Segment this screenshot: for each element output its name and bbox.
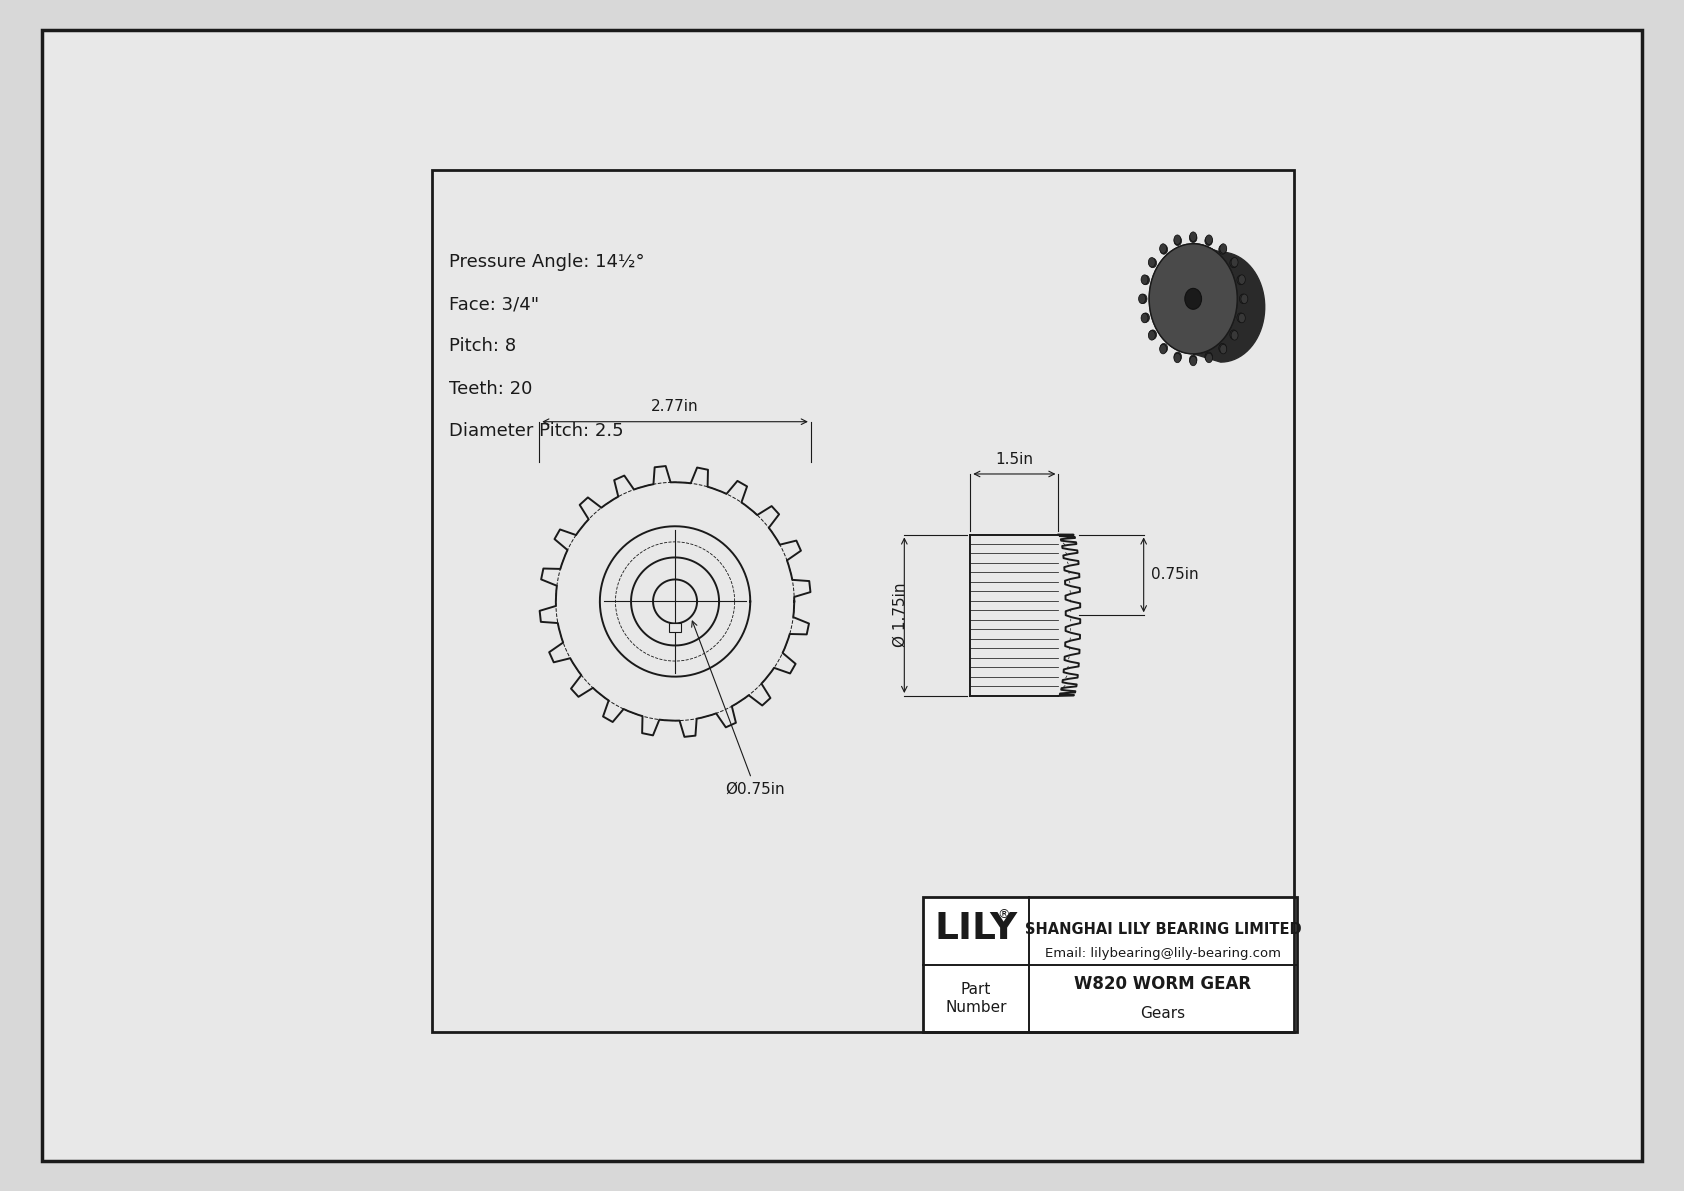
Ellipse shape — [1148, 244, 1238, 354]
Ellipse shape — [1204, 353, 1212, 362]
Ellipse shape — [1239, 294, 1246, 304]
Ellipse shape — [1174, 353, 1182, 362]
Ellipse shape — [1189, 233, 1197, 243]
Text: 0.75in: 0.75in — [1150, 567, 1199, 582]
Ellipse shape — [1189, 232, 1197, 242]
Ellipse shape — [1189, 355, 1197, 364]
Text: Email: lilybearing@lily-bearing.com: Email: lilybearing@lily-bearing.com — [1046, 947, 1282, 960]
Ellipse shape — [1174, 236, 1182, 245]
Text: Ø 1.75in: Ø 1.75in — [893, 582, 908, 648]
Text: Pressure Angle: 14½°: Pressure Angle: 14½° — [448, 252, 645, 272]
Ellipse shape — [1206, 354, 1212, 363]
Ellipse shape — [1219, 344, 1226, 354]
Text: Face: 3/4": Face: 3/4" — [448, 295, 539, 313]
Ellipse shape — [1238, 313, 1246, 323]
Ellipse shape — [1174, 235, 1180, 244]
Ellipse shape — [1219, 343, 1226, 353]
Text: Teeth: 20: Teeth: 20 — [448, 380, 532, 398]
Text: Ø0.75in: Ø0.75in — [692, 621, 785, 797]
Text: ®: ® — [997, 909, 1010, 921]
Ellipse shape — [1160, 344, 1167, 354]
Ellipse shape — [1142, 275, 1148, 285]
Ellipse shape — [1231, 257, 1238, 267]
Ellipse shape — [1238, 275, 1246, 285]
Ellipse shape — [1160, 244, 1167, 254]
Ellipse shape — [1160, 343, 1167, 353]
Ellipse shape — [1206, 235, 1212, 244]
Ellipse shape — [1148, 330, 1157, 339]
Ellipse shape — [1142, 313, 1150, 323]
Bar — [923, 897, 1297, 1033]
Ellipse shape — [1174, 354, 1180, 363]
Ellipse shape — [1148, 331, 1155, 341]
Ellipse shape — [1148, 257, 1155, 267]
Text: Part
Number: Part Number — [945, 983, 1007, 1015]
Ellipse shape — [1142, 275, 1150, 285]
Ellipse shape — [1229, 258, 1238, 268]
Text: 2.77in: 2.77in — [652, 399, 699, 414]
Ellipse shape — [1238, 313, 1244, 323]
Ellipse shape — [1160, 244, 1167, 254]
Text: W820 WORM GEAR: W820 WORM GEAR — [1074, 974, 1251, 992]
Text: 1.5in: 1.5in — [995, 451, 1034, 467]
Text: Gears: Gears — [1140, 1006, 1186, 1021]
Ellipse shape — [1142, 313, 1148, 323]
Ellipse shape — [1138, 294, 1145, 304]
Text: SHANGHAI LILY BEARING LIMITED: SHANGHAI LILY BEARING LIMITED — [1026, 922, 1302, 937]
Ellipse shape — [1229, 330, 1238, 339]
Bar — [669, 623, 680, 632]
Ellipse shape — [1219, 244, 1226, 254]
Ellipse shape — [1148, 258, 1157, 268]
Ellipse shape — [1231, 331, 1238, 341]
Ellipse shape — [1238, 275, 1244, 285]
Text: Diameter Pitch: 2.5: Diameter Pitch: 2.5 — [448, 422, 623, 439]
Ellipse shape — [1186, 288, 1202, 310]
Ellipse shape — [1148, 244, 1238, 354]
Text: Pitch: 8: Pitch: 8 — [448, 337, 515, 355]
Polygon shape — [1194, 244, 1265, 362]
Ellipse shape — [1140, 294, 1147, 304]
Ellipse shape — [1241, 294, 1248, 304]
Ellipse shape — [1219, 244, 1226, 254]
Ellipse shape — [1204, 236, 1212, 245]
Text: LILY: LILY — [935, 911, 1017, 947]
Ellipse shape — [1189, 356, 1197, 366]
